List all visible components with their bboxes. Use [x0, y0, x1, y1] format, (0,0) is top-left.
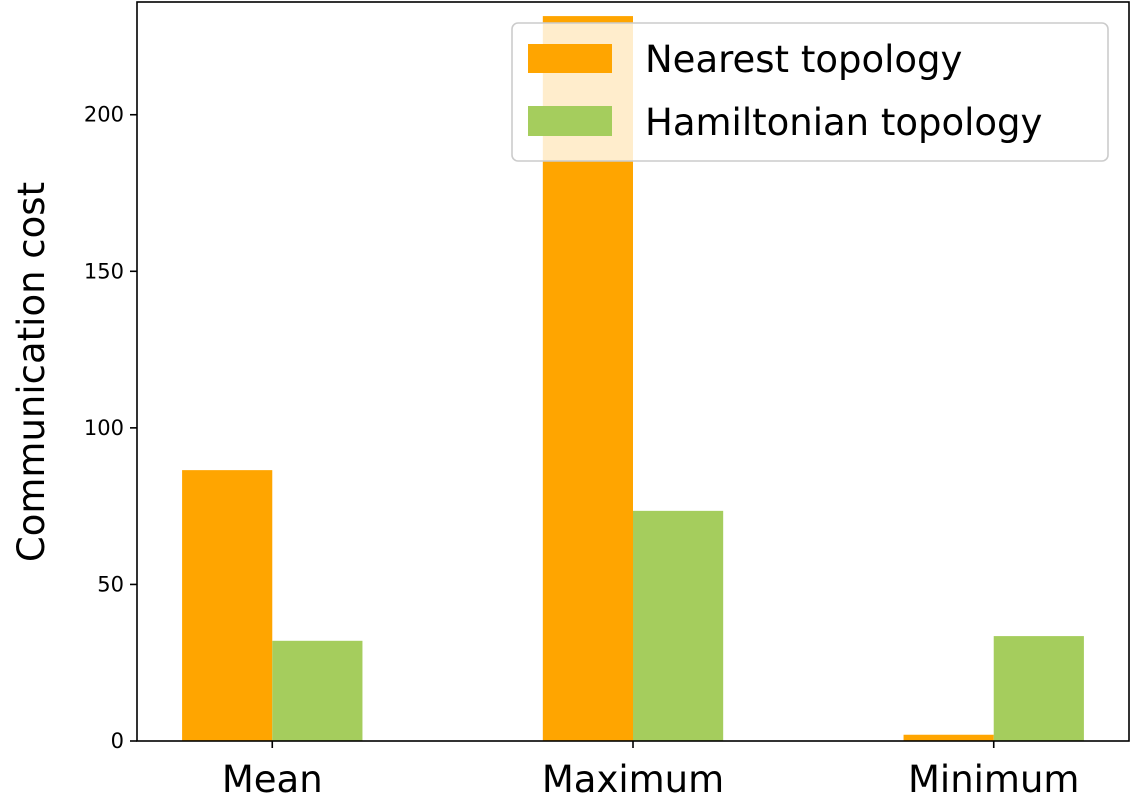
- y-tick-label: 50: [97, 572, 124, 596]
- y-tick-label: 200: [84, 103, 124, 127]
- legend: Nearest topology Hamiltonian topology: [511, 22, 1109, 162]
- bar-hamiltonian-mean: [272, 640, 363, 741]
- x-tick-label-minimum: Minimum: [908, 758, 1079, 801]
- bar-hamiltonian-minimum: [993, 636, 1084, 741]
- legend-swatch-nearest: [528, 44, 612, 73]
- x-axis-ticks: Mean Maximum Minimum: [222, 741, 1079, 801]
- bar-hamiltonian-maximum: [633, 510, 724, 741]
- legend-label-hamiltonian: Hamiltonian topology: [645, 101, 1042, 144]
- bar-nearest-minimum: [903, 734, 994, 741]
- y-tick-label: 100: [84, 416, 124, 440]
- x-tick-label-mean: Mean: [222, 758, 323, 801]
- y-tick-label: 0: [111, 729, 124, 753]
- x-tick-label-maximum: Maximum: [542, 758, 724, 801]
- y-tick-label: 150: [84, 259, 124, 283]
- legend-frame: [511, 22, 1109, 162]
- bar-nearest-mean: [182, 470, 273, 741]
- y-axis-ticks: 0 50 100 150 200: [84, 103, 137, 753]
- legend-label-nearest: Nearest topology: [645, 38, 962, 81]
- legend-swatch-hamiltonian: [528, 106, 612, 136]
- y-axis-label: Communication cost: [10, 182, 53, 562]
